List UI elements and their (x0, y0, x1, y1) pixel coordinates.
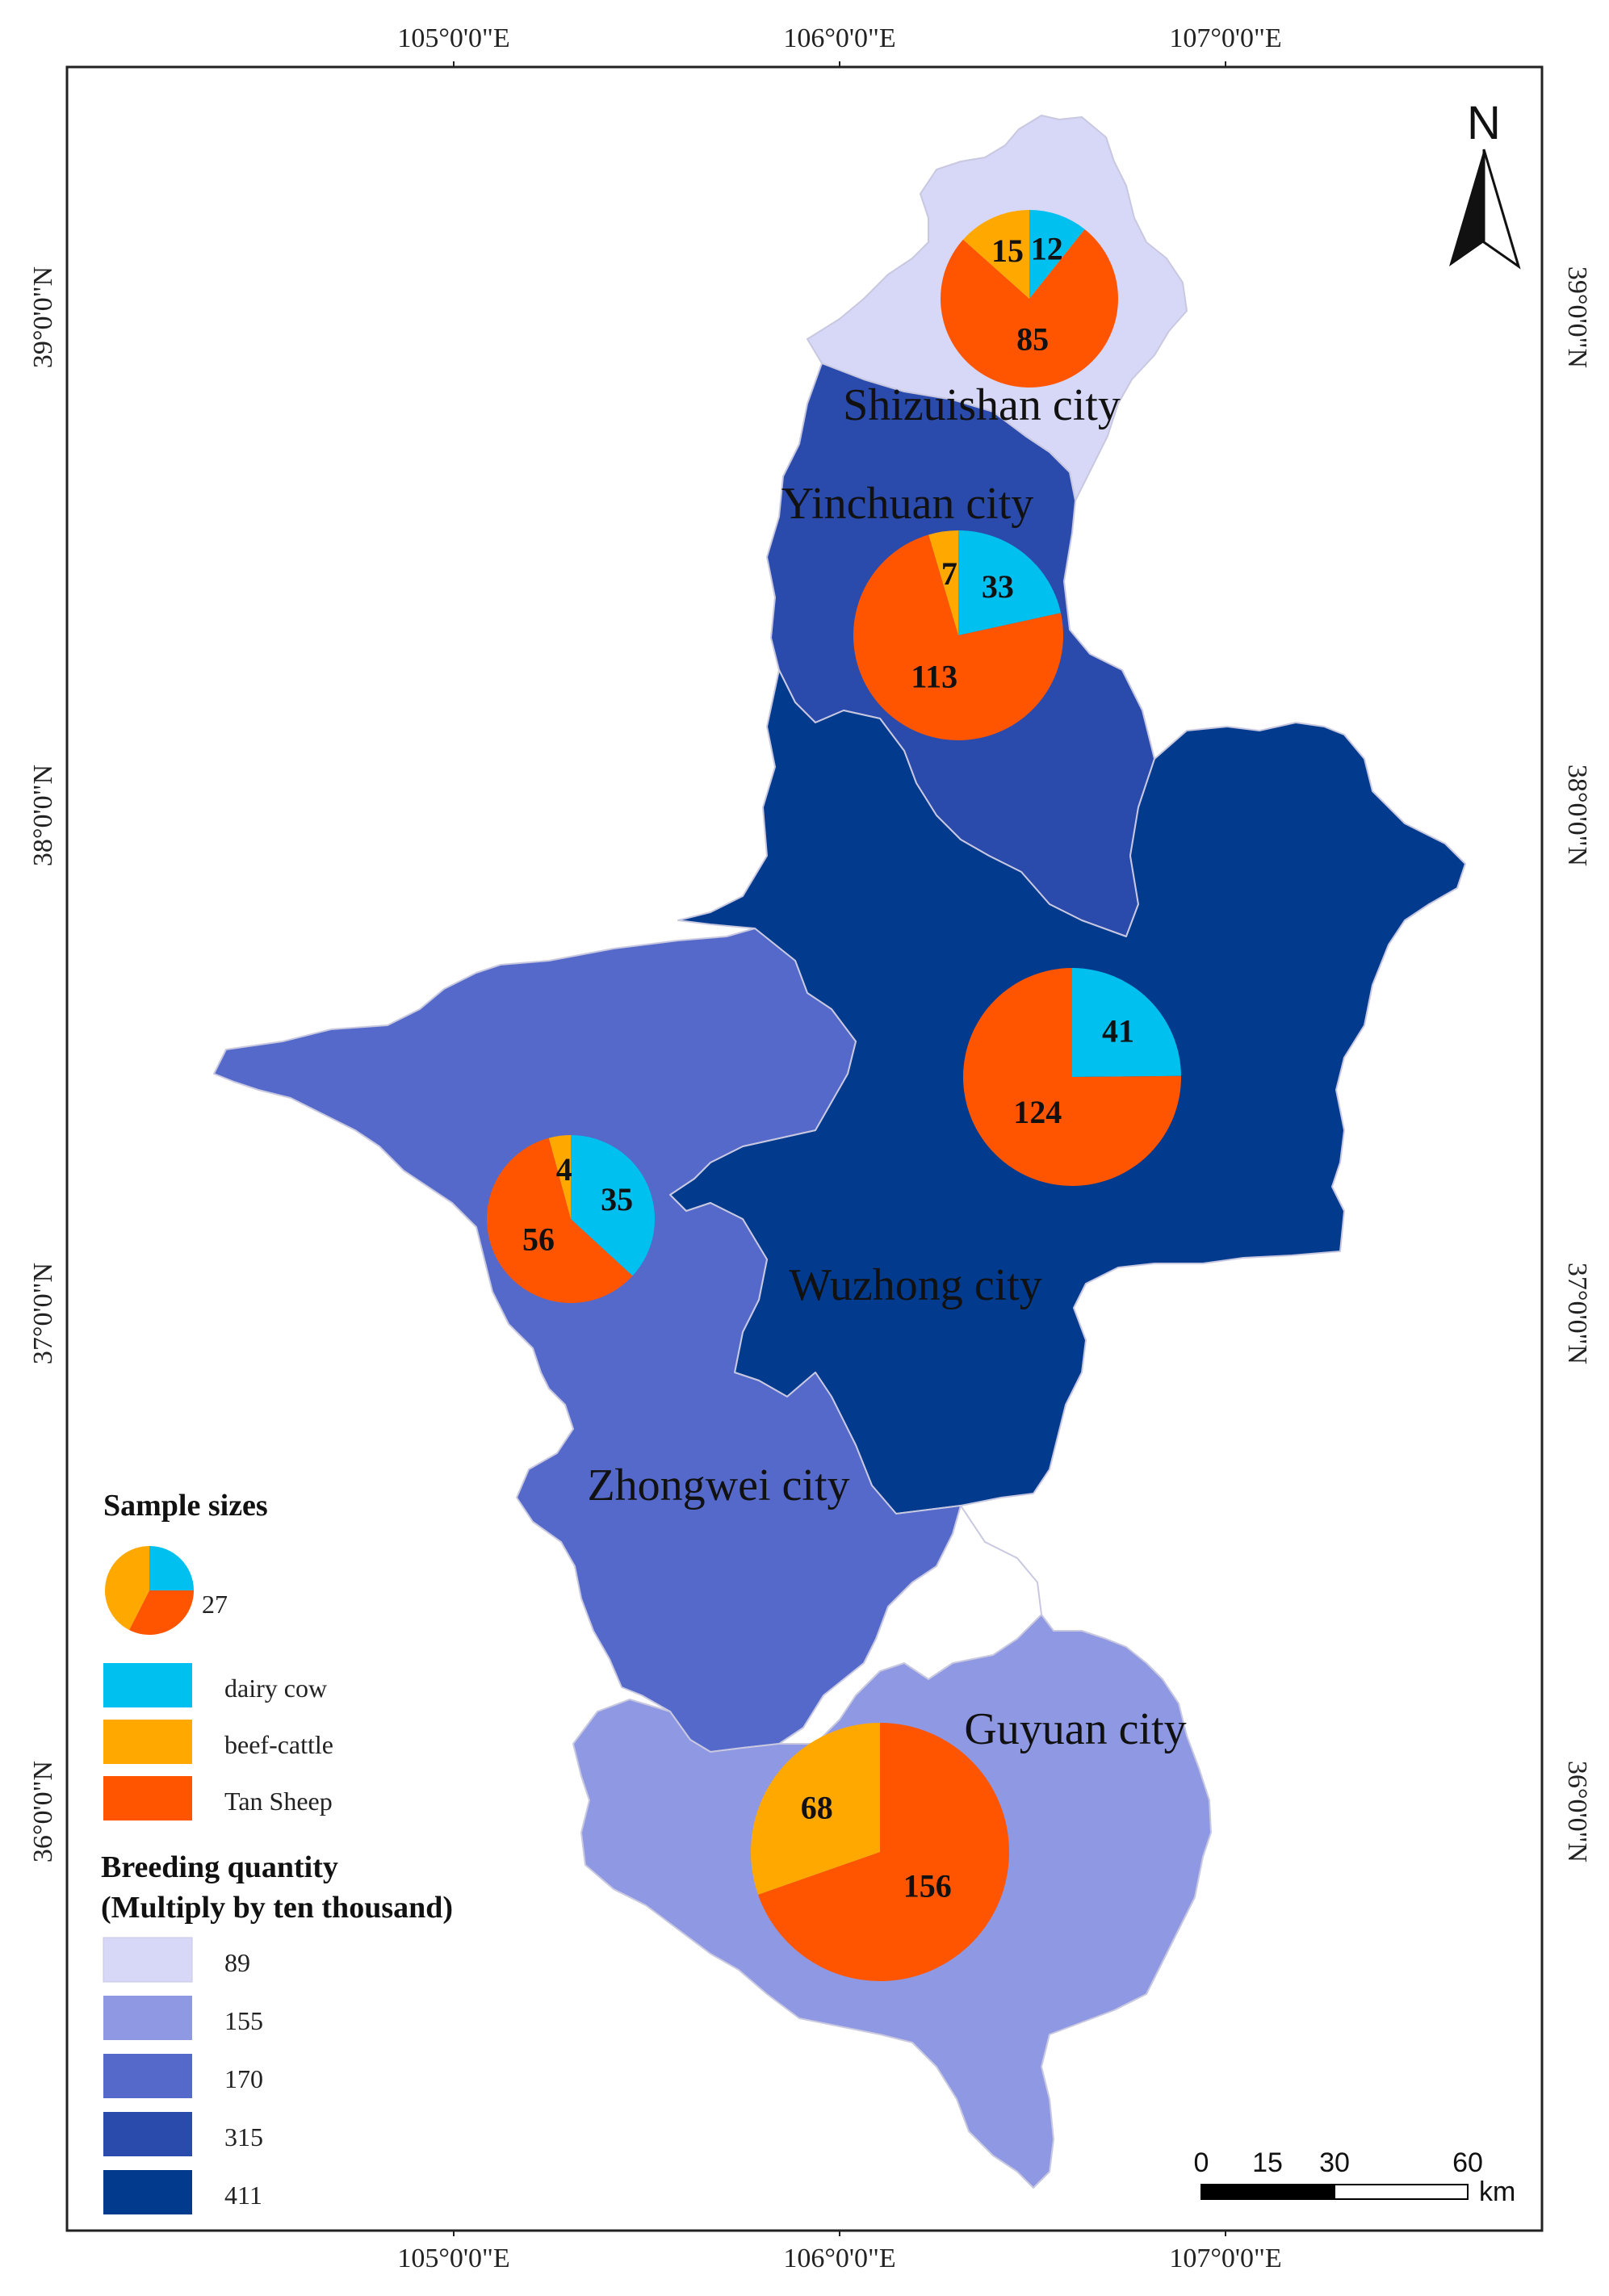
right-latitude-labels: 39°0'0"N 38°0'0"N 37°0'0"N 36°0'0"N (1562, 266, 1592, 1862)
city-label-guyuan: Guyuan city (964, 1704, 1186, 1754)
pie-zhongwei: 35 564 (486, 1135, 655, 1304)
lon-label-top-105: 105°0'0"E (397, 23, 509, 53)
lat-label-right-36: 36°0'0"N (1562, 1761, 1592, 1862)
pie-zhongwei-beef-cattle-slice (548, 1135, 571, 1219)
pie-wuzhong-tan-sheep-label: 124 (1013, 1094, 1062, 1130)
lat-label-left-39: 39°0'0"N (28, 266, 58, 368)
city-label-wuzhong: Wuzhong city (789, 1260, 1041, 1310)
legend-sample-pie-beef (104, 1546, 149, 1630)
legend-swatch-411 (103, 2170, 192, 2214)
scale-unit: km (1479, 2177, 1515, 2207)
pie-shizuishan: 12 85 15 (941, 210, 1118, 388)
north-arrow-left-half (1449, 149, 1484, 266)
pie-charts: 12 85 15 33 113 7 41 124 35 564 156 68 (486, 210, 1181, 1981)
pie-wuzhong-dairy-cow-slice (1072, 968, 1181, 1077)
lat-label-right-39: 39°0'0"N (1562, 266, 1592, 368)
legend-sample-value: 27 (202, 1590, 228, 1619)
north-arrow-right-half (1482, 149, 1521, 270)
scale-tick-30: 30 (1319, 2147, 1350, 2178)
lat-label-right-37: 37°0'0"N (1562, 1263, 1592, 1364)
lon-label-top-107: 107°0'0"E (1169, 23, 1281, 53)
city-labels: Shizuishan city Yinchuan city Wuzhong ci… (587, 380, 1186, 1754)
pie-shizuishan-beef-cattle-slice (962, 210, 1029, 299)
pie-wuzhong: 41 124 (962, 968, 1181, 1186)
region-zhongwei[interactable] (213, 928, 962, 1753)
lon-label-bottom-105: 105°0'0"E (397, 2244, 509, 2273)
legend-swatch-170 (103, 2054, 192, 2098)
city-label-shizuishan: Shizuishan city (843, 380, 1121, 430)
lon-label-top-106: 106°0'0"E (783, 23, 895, 53)
legend: Sample sizes 27 dairy cow beef-cattle Ta… (101, 1489, 453, 2214)
lat-label-left-37: 37°0'0"N (28, 1263, 58, 1364)
legend-label-170: 170 (224, 2064, 263, 2093)
lat-label-left-36: 36°0'0"N (28, 1761, 58, 1862)
legend-swatch-315 (103, 2112, 192, 2156)
pie-zhongwei-dairy-cow-label: 35 (601, 1181, 633, 1217)
pie-zhongwei-beef-cattle-label: 4 (556, 1151, 572, 1188)
pie-shizuishan-dairy-cow-slice (1029, 210, 1085, 299)
scale-tick-60: 60 (1452, 2147, 1483, 2178)
legend-swatch-155 (103, 1996, 192, 2040)
pie-yinchuan-tan-sheep-label: 113 (911, 658, 957, 694)
scale-bar-black-segment (1201, 2185, 1335, 2199)
legend-breeding-title-1: Breeding quantity (101, 1850, 338, 1884)
legend-label-411: 411 (224, 2181, 262, 2210)
bottom-longitude-labels: 105°0'0"E 106°0'0"E 107°0'0"E (397, 2231, 1282, 2273)
legend-sample-pie (104, 1546, 194, 1636)
legend-sample-pie-dairy (149, 1546, 194, 1590)
pie-zhongwei-tan-sheep-slice (486, 1138, 633, 1304)
pie-shizuishan-beef-cattle-label: 15 (991, 233, 1024, 269)
lon-label-bottom-106: 106°0'0"E (783, 2244, 895, 2273)
pie-shizuishan-tan-sheep-slice (941, 228, 1118, 388)
scale-tick-15: 15 (1252, 2147, 1283, 2178)
pie-wuzhong-dairy-cow-label: 41 (1102, 1012, 1134, 1049)
pie-wuzhong-tan-sheep-slice (962, 968, 1181, 1186)
scale-bar: 0 15 30 60 km (1194, 2147, 1516, 2207)
pie-shizuishan-dairy-cow-label: 12 (1031, 231, 1063, 267)
legend-breeding-title-2: (Multiply by ten thousand) (101, 1891, 453, 1925)
pie-guyuan-beef-cattle-label: 68 (801, 1789, 833, 1825)
pie-shizuishan-tan-sheep-label: 85 (1016, 321, 1049, 357)
legend-label-dairy-cow: dairy cow (224, 1674, 327, 1703)
legend-swatch-tan-sheep (103, 1776, 192, 1820)
pie-yinchuan-dairy-cow-label: 33 (982, 568, 1014, 605)
pie-guyuan-tan-sheep-slice (757, 1723, 1009, 1981)
pie-guyuan-beef-cattle-slice (750, 1723, 880, 1895)
legend-label-315: 315 (224, 2122, 263, 2151)
lon-label-bottom-107: 107°0'0"E (1169, 2244, 1281, 2273)
legend-sample-title: Sample sizes (103, 1489, 268, 1523)
legend-label-beef-cattle: beef-cattle (224, 1730, 333, 1759)
north-label: N (1467, 97, 1501, 149)
legend-swatch-beef-cattle (103, 1720, 192, 1764)
legend-sample-pie-sheep (129, 1590, 194, 1636)
left-latitude-labels: 39°0'0"N 38°0'0"N 37°0'0"N 36°0'0"N (28, 266, 58, 1862)
lat-label-right-38: 38°0'0"N (1562, 765, 1592, 866)
pie-zhongwei-dairy-cow-slice (571, 1135, 655, 1276)
pie-yinchuan-tan-sheep-slice (853, 534, 1063, 740)
pie-guyuan: 156 68 (750, 1723, 1009, 1981)
map-frame (65, 65, 1544, 2232)
top-longitude-labels: 105°0'0"E 106°0'0"E 107°0'0"E (397, 23, 1282, 67)
city-label-zhongwei: Zhongwei city (587, 1460, 849, 1510)
pie-yinchuan-beef-cattle-slice (928, 530, 958, 635)
pie-yinchuan-beef-cattle-label: 7 (941, 555, 957, 592)
lat-label-left-38: 38°0'0"N (28, 765, 58, 866)
north-arrow: N (1449, 97, 1521, 270)
legend-label-155: 155 (224, 2006, 263, 2035)
legend-label-89: 89 (224, 1948, 250, 1977)
city-label-yinchuan: Yinchuan city (781, 479, 1034, 529)
pie-yinchuan-dairy-cow-slice (958, 530, 1061, 635)
pie-yinchuan: 33 113 7 (853, 530, 1063, 740)
scale-bar-white-segment (1334, 2184, 1469, 2200)
pie-zhongwei-tan-sheep-label: 56 (522, 1221, 555, 1257)
legend-swatch-89 (103, 1937, 193, 1983)
legend-label-tan-sheep: Tan Sheep (224, 1787, 333, 1816)
legend-swatch-dairy-cow (103, 1663, 192, 1707)
pie-guyuan-tan-sheep-label: 156 (903, 1868, 952, 1904)
scale-tick-0: 0 (1194, 2147, 1209, 2178)
